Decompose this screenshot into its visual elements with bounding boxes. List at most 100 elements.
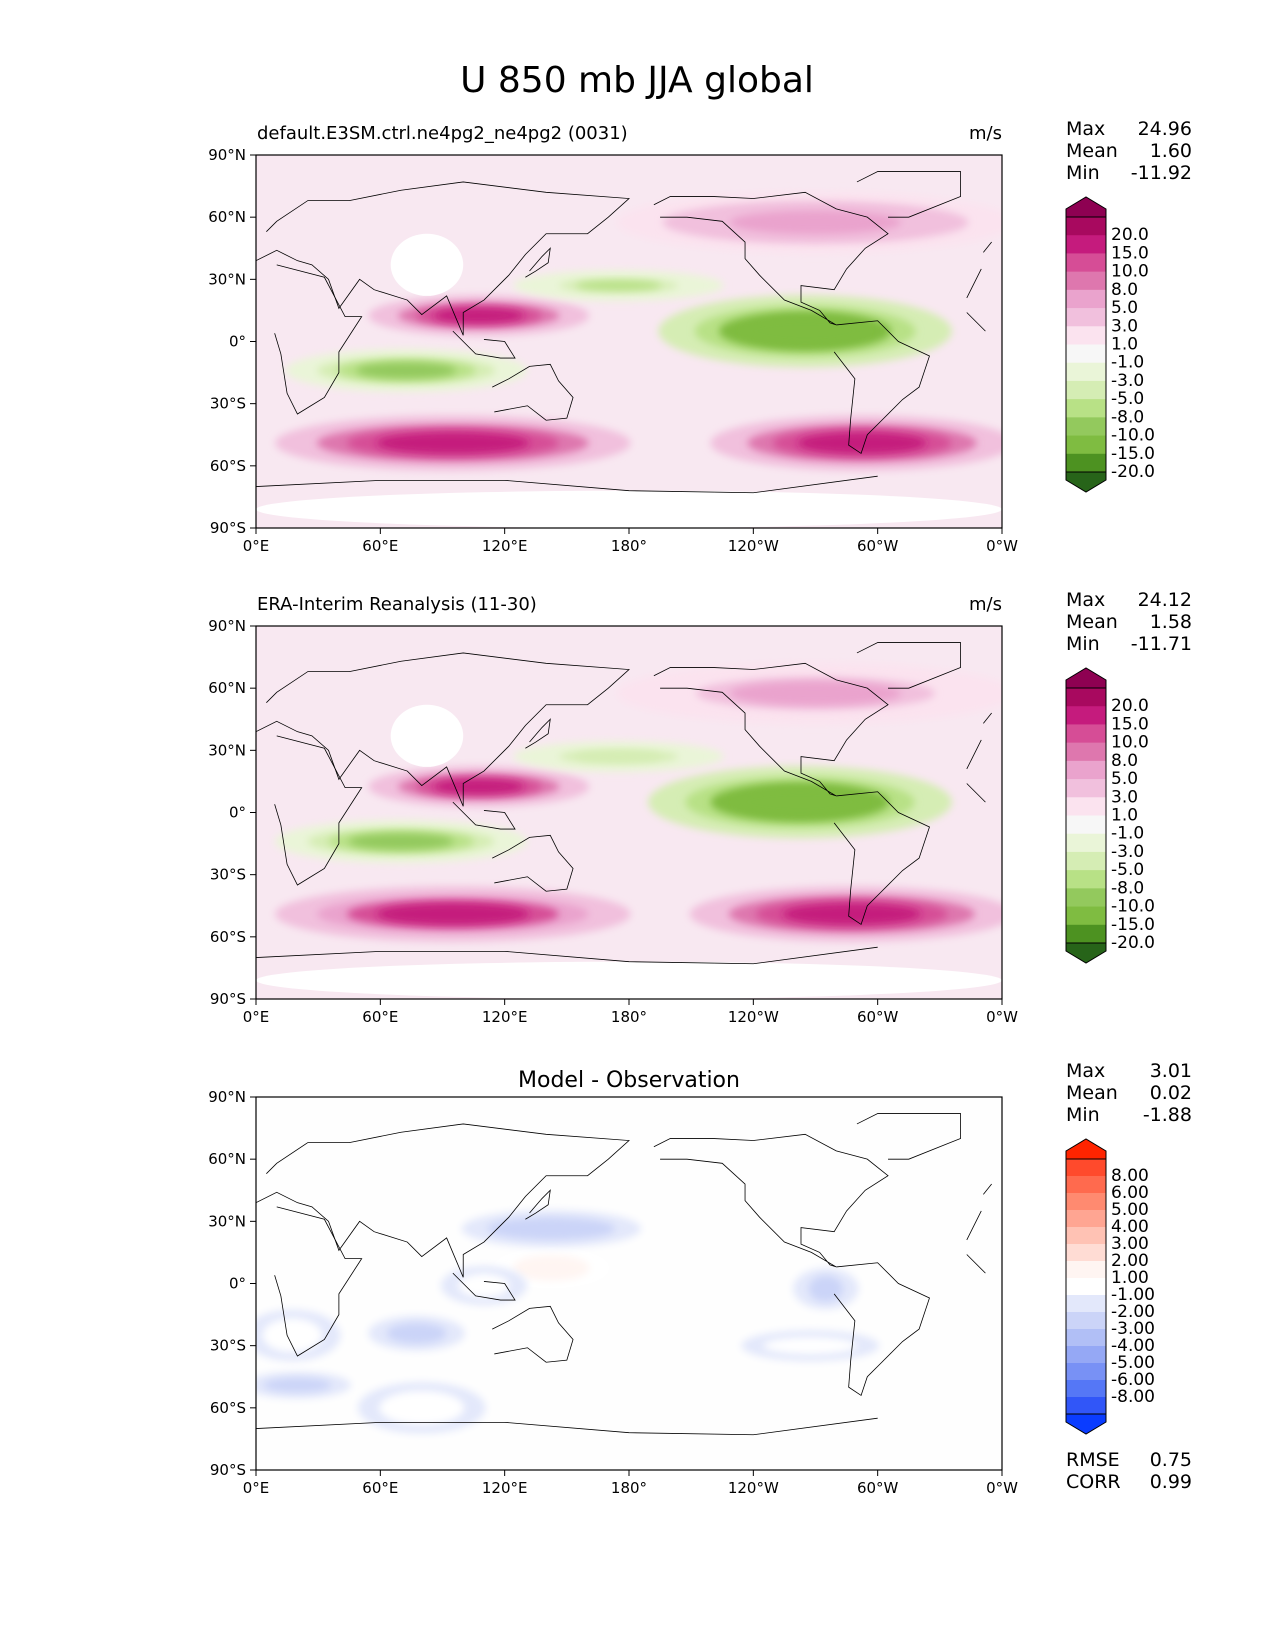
coastline [256,475,878,494]
colorbar-tick-label: -10.0 [1111,426,1155,446]
y-tick-label: 60°N [208,1150,246,1168]
panel-units: m/s [969,594,1002,615]
colorbar-tick-label: 15.0 [1111,714,1149,734]
coastline [452,330,516,359]
colorbar-tick-label: -10.0 [1111,897,1155,917]
panel-observation: ERA-Interim Reanalysis (11-30) m/s 0°E 60°E… [208,589,1192,1026]
colorbar-band [1066,1159,1106,1177]
contour-jet [433,779,525,794]
colorbar-band [1066,1227,1106,1245]
colorbar-tick-label: 15.0 [1111,243,1149,263]
colorbar-tick-label: -6.00 [1111,1370,1155,1390]
x-tick-label: 60°E [362,1008,398,1026]
colorbar-tick-label: 5.0 [1111,769,1138,789]
colorbar: 20.015.010.08.05.03.01.0-1.0-3.0-5.0-8.0… [1065,196,1155,493]
colorbar-band [1066,217,1106,236]
colorbar-tick-label: -20.0 [1111,933,1155,953]
colorbar-tick-label: -4.00 [1111,1336,1155,1356]
colorbar-tick-label: -15.0 [1111,444,1155,464]
y-tick-label: 30°N [208,1212,246,1230]
colorbar-band [1066,1176,1106,1194]
colorbar-band [1066,706,1106,725]
contour-easterly [348,833,454,850]
coastline [256,946,878,965]
x-tick-label: 0°E [243,1479,270,1497]
contour-negative [487,1217,616,1240]
panel-model: default.E3SM.ctrl.ne4pg2_ne4pg2 (0031) m/… [208,118,1192,555]
y-tick-label: 30°N [208,741,246,759]
colorbar-band [1066,253,1106,273]
colorbar-extend-min [1065,1413,1107,1435]
colorbar-band [1066,1329,1106,1347]
colorbar-tick-label: -8.0 [1111,407,1144,427]
y-tick-label: 30°S [210,866,246,884]
colorbar-frame [1065,687,1107,944]
contour-negative [808,1275,843,1302]
colorbar-band [1066,833,1106,853]
colorbar-tick-label: -1.0 [1111,824,1144,844]
contour-positive [763,1337,858,1355]
colorbar-tick-label: 8.0 [1111,280,1138,300]
coastline [653,662,889,797]
stat-label: Max [1066,118,1105,140]
colorbar-band [1066,1193,1106,1211]
contour-easterly [575,280,662,291]
colorbar-band [1066,380,1106,400]
contour-easterly [743,316,868,346]
contour-positive [458,1273,510,1298]
missing-data-region [256,961,1002,999]
colorbar-tick-label: 2.00 [1111,1251,1149,1271]
y-tick-label: 60°S [210,1399,246,1417]
stat-label: Mean [1066,140,1118,162]
colorbar-tick-label: 3.0 [1111,787,1138,807]
coastline [256,1417,878,1436]
colorbar-tick-label: 20.0 [1111,696,1149,716]
colorbar-band [1066,797,1106,816]
colorbar-band [1066,779,1106,798]
colorbar-tick-label: 3.0 [1111,316,1138,336]
colorbar-extend-min [1065,942,1107,964]
stat-value: 0.02 [1150,1082,1192,1104]
y-tick-label: 90°S [210,519,246,537]
colorbar-band [1066,1312,1106,1330]
colorbar-band [1066,924,1106,944]
colorbar: 20.015.010.08.05.03.01.0-1.0-3.0-5.0-8.0… [1065,667,1155,964]
x-tick-label: 120°E [482,537,528,555]
colorbar-tick-label: 20.0 [1111,225,1149,245]
x-tick-label: 120°W [728,1008,779,1026]
colorbar-extend-min [1065,471,1107,493]
coastline [274,735,986,886]
colorbar-band [1066,271,1106,291]
colorbar-band [1066,1397,1106,1415]
colorbar: 8.006.005.004.003.002.001.00-1.00-2.00-3… [1065,1138,1155,1435]
x-tick-label: 180° [611,1008,647,1026]
y-tick-label: 60°S [210,457,246,475]
colorbar-tick-label: 1.0 [1111,335,1138,355]
stat-value: 3.01 [1150,1060,1192,1082]
coastline [856,642,961,689]
colorbar-band [1066,724,1106,744]
stat-value: 0.99 [1150,1471,1192,1493]
coastline [256,1123,992,1278]
coastline [653,1133,889,1268]
stat-value: 1.60 [1150,140,1192,162]
x-tick-label: 0°W [986,1479,1018,1497]
colorbar-tick-label: -2.00 [1111,1302,1155,1322]
contour-jet [376,432,530,454]
y-tick-label: 90°S [210,1461,246,1479]
colorbar-extend-max [1065,1138,1107,1160]
y-tick-label: 90°N [208,146,246,164]
colorbar-tick-label: 10.0 [1111,733,1149,753]
colorbar-band [1066,888,1106,908]
y-tick-label: 30°N [208,270,246,288]
panel-title: default.E3SM.ctrl.ne4pg2_ne4pg2 (0031) [257,123,628,144]
coastline [492,834,574,892]
contour-jet [797,432,927,454]
contour-positive [513,1255,590,1281]
colorbar-band [1066,362,1106,382]
colorbar-band [1066,289,1106,309]
figure-title: U 850 mb JJA global [460,60,814,101]
stat-value: 1.58 [1150,611,1192,633]
colorbar-tick-label: -3.0 [1111,842,1144,862]
coastline [492,1305,574,1363]
